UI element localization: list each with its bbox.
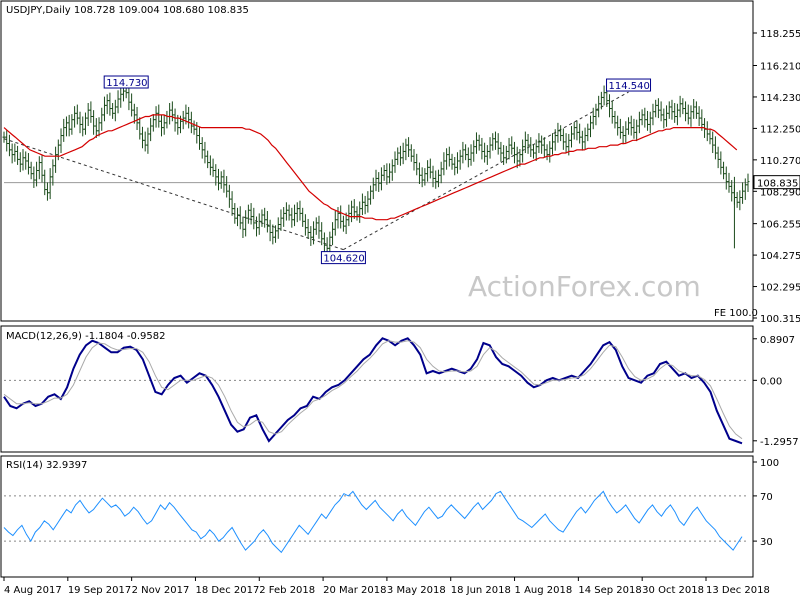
x-tick-label: 18 Jun 2018	[451, 585, 511, 596]
price-title: USDJPY,Daily 108.728 109.004 108.680 108…	[6, 5, 249, 16]
x-tick-label: 3 May 2018	[387, 585, 446, 596]
macd-tick-label: 0.00	[760, 376, 782, 387]
x-tick-label: 1 Aug 2018	[515, 585, 573, 596]
signal-line	[3, 340, 743, 440]
x-tick-label: 2 Nov 2017	[132, 585, 190, 596]
rsi-line	[3, 490, 743, 554]
rsi-title: RSI(14) 32.9397	[6, 460, 87, 471]
price-annotation: 114.540	[606, 78, 652, 92]
axis-layer: 118.255 116.210 114.230 112.250 110.270 108.2…	[3, 29, 800, 596]
rsi-tick-label: 30	[760, 537, 773, 548]
x-tick-label: 20 Mar 2018	[323, 585, 386, 596]
rsi-tick-label: 100	[760, 458, 779, 469]
rsi-layer	[3, 490, 748, 554]
price-tick-label: 100.315	[760, 314, 800, 325]
price-tick-label: 110.270	[760, 156, 800, 167]
x-tick-label: 14 Sep 2018	[578, 585, 641, 596]
price-tick-label: 116.210	[760, 61, 800, 72]
price-bar	[746, 173, 750, 192]
x-tick-label: 2 Feb 2018	[259, 585, 315, 596]
macd-layer	[3, 337, 748, 445]
annotation-box	[103, 75, 149, 89]
macd-title: MACD(12,26,9) -1.1804 -0.9582	[6, 331, 166, 342]
x-tick-label: 18 Dec 2017	[195, 585, 259, 596]
annotation-box	[606, 78, 652, 92]
fe-label: FE 100.0	[714, 308, 758, 319]
rsi-panel-frame	[0, 455, 754, 578]
price-tick-label: 104.275	[760, 251, 800, 262]
price-annotation: 104.620	[320, 251, 366, 265]
rsi-tick-label: 70	[760, 492, 773, 503]
watermark: ActionForex.com	[468, 270, 701, 303]
annotation-box	[320, 251, 366, 265]
annotation-label: 104.620	[323, 254, 364, 265]
x-tick-label: 4 Aug 2017	[4, 585, 62, 596]
price-tick-label: 102.295	[760, 283, 800, 294]
price-panel-frame	[0, 0, 754, 322]
x-tick-label: 19 Sep 2017	[68, 585, 131, 596]
price-annotation: 114.730	[103, 75, 149, 89]
x-tick-label: 13 Dec 2018	[706, 585, 770, 596]
price-layer: 114.730 104.620 114.540	[2, 75, 750, 265]
price-tick-label: 108.290	[760, 187, 800, 198]
price-tick-label: 112.250	[760, 124, 800, 135]
annotation-label: 114.540	[609, 81, 650, 92]
x-tick-label: 30 Oct 2018	[642, 585, 704, 596]
macd-tick-label: 0.8907	[760, 335, 795, 346]
price-tick-label: 118.255	[760, 29, 800, 40]
macd-line	[3, 337, 743, 445]
annotation-label: 114.730	[106, 78, 147, 89]
last-price-box	[753, 175, 800, 190]
last-price-tag: 108.835	[753, 175, 800, 190]
price-tick-label: 114.230	[760, 93, 800, 104]
macd-tick-label: -1.2957	[760, 437, 799, 448]
last-price-label: 108.835	[757, 179, 798, 190]
moving-average-line	[3, 114, 738, 221]
price-tick-label: 106.255	[760, 220, 800, 231]
trendline	[343, 91, 629, 251]
